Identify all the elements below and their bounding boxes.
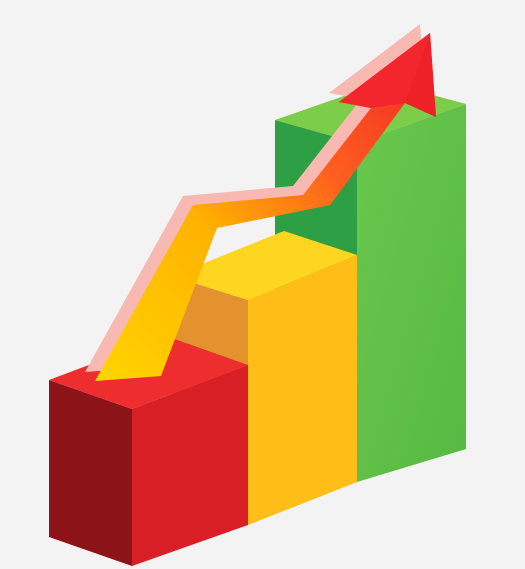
green-bar-front xyxy=(357,104,466,482)
red-bar-side xyxy=(49,380,132,566)
yellow-bar-front xyxy=(248,255,357,525)
yellow-bar-top xyxy=(172,231,357,300)
up-trend-arrow-icon xyxy=(85,24,436,381)
red-bar xyxy=(49,336,248,566)
red-bar-front xyxy=(132,365,248,566)
